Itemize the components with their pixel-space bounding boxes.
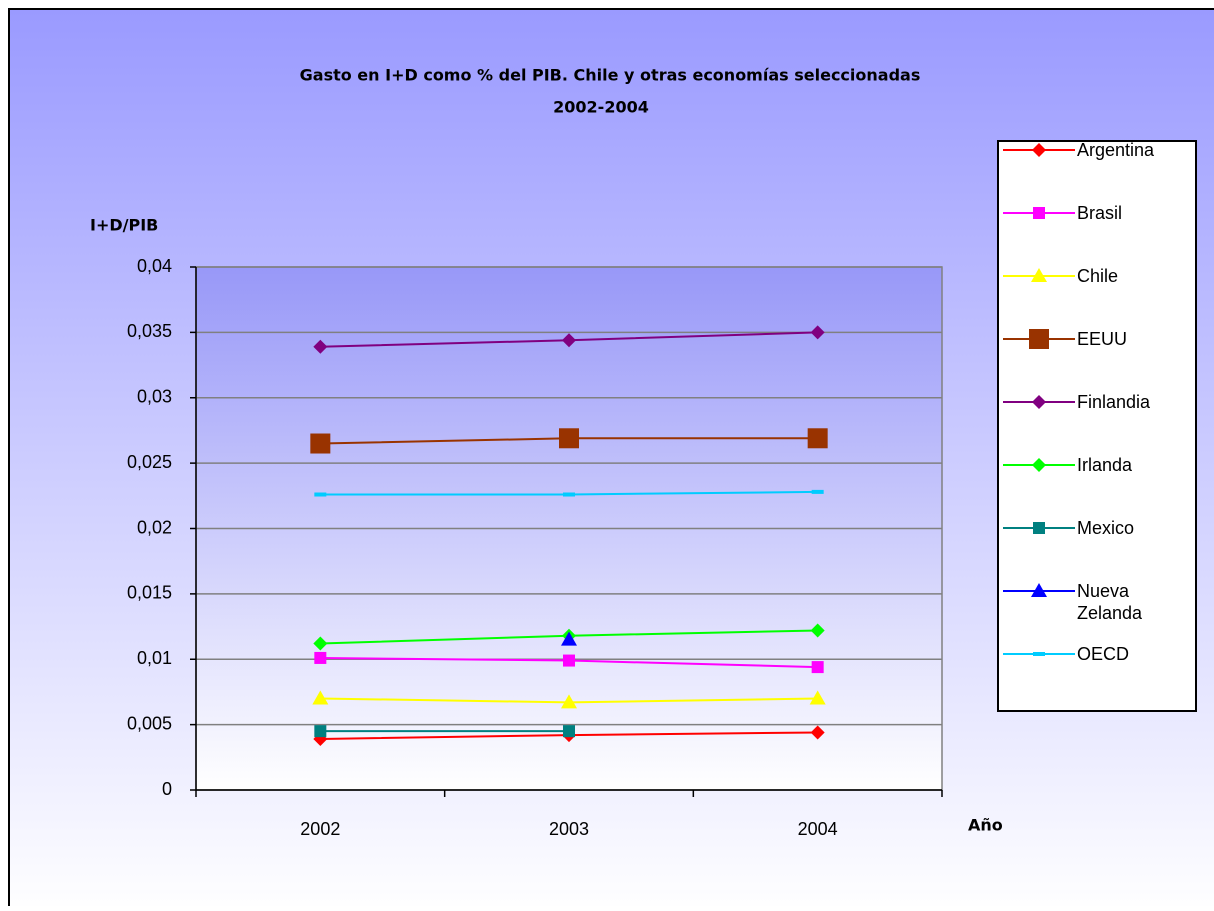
- y-tick-label: 0,025: [127, 452, 172, 472]
- x-tick-label: 2003: [549, 819, 589, 839]
- legend-swatch: [1003, 329, 1075, 349]
- marker: [314, 725, 327, 738]
- legend-item: Brasil: [999, 202, 1189, 224]
- marker: [314, 492, 327, 497]
- marker: [1033, 522, 1045, 534]
- legend-swatch: [1003, 652, 1075, 656]
- legend-swatch: [1003, 583, 1075, 597]
- legend-item: Finlandia: [999, 391, 1189, 413]
- legend-item: Chile: [999, 265, 1189, 287]
- marker: [1029, 329, 1049, 349]
- marker: [312, 690, 329, 705]
- marker: [313, 339, 328, 354]
- marker: [807, 428, 828, 449]
- legend-item: OECD: [999, 643, 1189, 665]
- legend-swatch: [1003, 458, 1075, 472]
- marker: [1033, 207, 1045, 219]
- legend-item: Nueva Zelanda: [999, 580, 1189, 624]
- legend-item: Irlanda: [999, 454, 1189, 476]
- marker: [809, 690, 826, 705]
- marker: [810, 725, 825, 740]
- y-tick-label: 0,03: [137, 387, 172, 407]
- marker: [314, 651, 327, 664]
- legend-label: EEUU: [1077, 329, 1128, 349]
- legend-swatch: [1003, 143, 1075, 157]
- marker: [313, 636, 328, 651]
- x-axis-label: Año: [968, 816, 1003, 835]
- marker: [1031, 268, 1047, 282]
- marker: [563, 492, 575, 497]
- legend-label: Finlandia: [1077, 392, 1151, 412]
- legend: Argentina Brasil Chile EEUU Finlandia Irlanda…: [997, 140, 1197, 712]
- y-tick-label: 0,01: [137, 648, 172, 668]
- marker: [811, 489, 824, 494]
- marker: [1031, 583, 1047, 597]
- y-tick-label: 0,04: [137, 256, 172, 276]
- marker: [562, 333, 576, 348]
- legend-label: Mexico: [1077, 518, 1135, 538]
- marker: [810, 325, 825, 340]
- chart-subtitle: 2002-2004: [553, 98, 649, 117]
- legend-label: Nueva Zelanda: [1077, 581, 1143, 623]
- legend-label: Argentina: [1077, 140, 1155, 160]
- marker: [561, 694, 577, 709]
- y-tick-label: 0,015: [127, 583, 172, 603]
- y-tick-label: 0,035: [127, 321, 172, 341]
- marker: [563, 725, 575, 738]
- legend-label: Brasil: [1077, 203, 1123, 223]
- marker: [1032, 458, 1046, 472]
- legend-label: Chile: [1077, 266, 1119, 286]
- y-tick-label: 0,005: [127, 713, 172, 733]
- y-tick-label: 0,02: [137, 517, 172, 537]
- legend-item: Argentina: [999, 139, 1189, 161]
- legend-label: Irlanda: [1077, 455, 1133, 475]
- legend-swatch: [1003, 395, 1075, 409]
- marker: [1033, 652, 1045, 656]
- marker: [811, 661, 824, 674]
- legend-item: Mexico: [999, 517, 1189, 539]
- marker: [310, 433, 331, 454]
- marker: [563, 654, 575, 667]
- x-tick-label: 2002: [300, 819, 340, 839]
- y-tick-label: 0: [162, 779, 172, 799]
- legend-item: EEUU: [999, 328, 1189, 350]
- marker: [1032, 395, 1046, 409]
- marker: [561, 631, 577, 646]
- y-axis-label: I+D/PIB: [90, 216, 158, 235]
- marker: [1032, 143, 1046, 157]
- x-tick-label: 2004: [798, 819, 838, 839]
- marker: [810, 623, 825, 638]
- legend-swatch: [1003, 522, 1075, 534]
- legend-swatch: [1003, 268, 1075, 282]
- legend-label: OECD: [1077, 644, 1130, 664]
- legend-swatch: [1003, 207, 1075, 219]
- marker: [559, 428, 579, 449]
- chart-title: Gasto en I+D como % del PIB. Chile y otr…: [300, 66, 921, 85]
